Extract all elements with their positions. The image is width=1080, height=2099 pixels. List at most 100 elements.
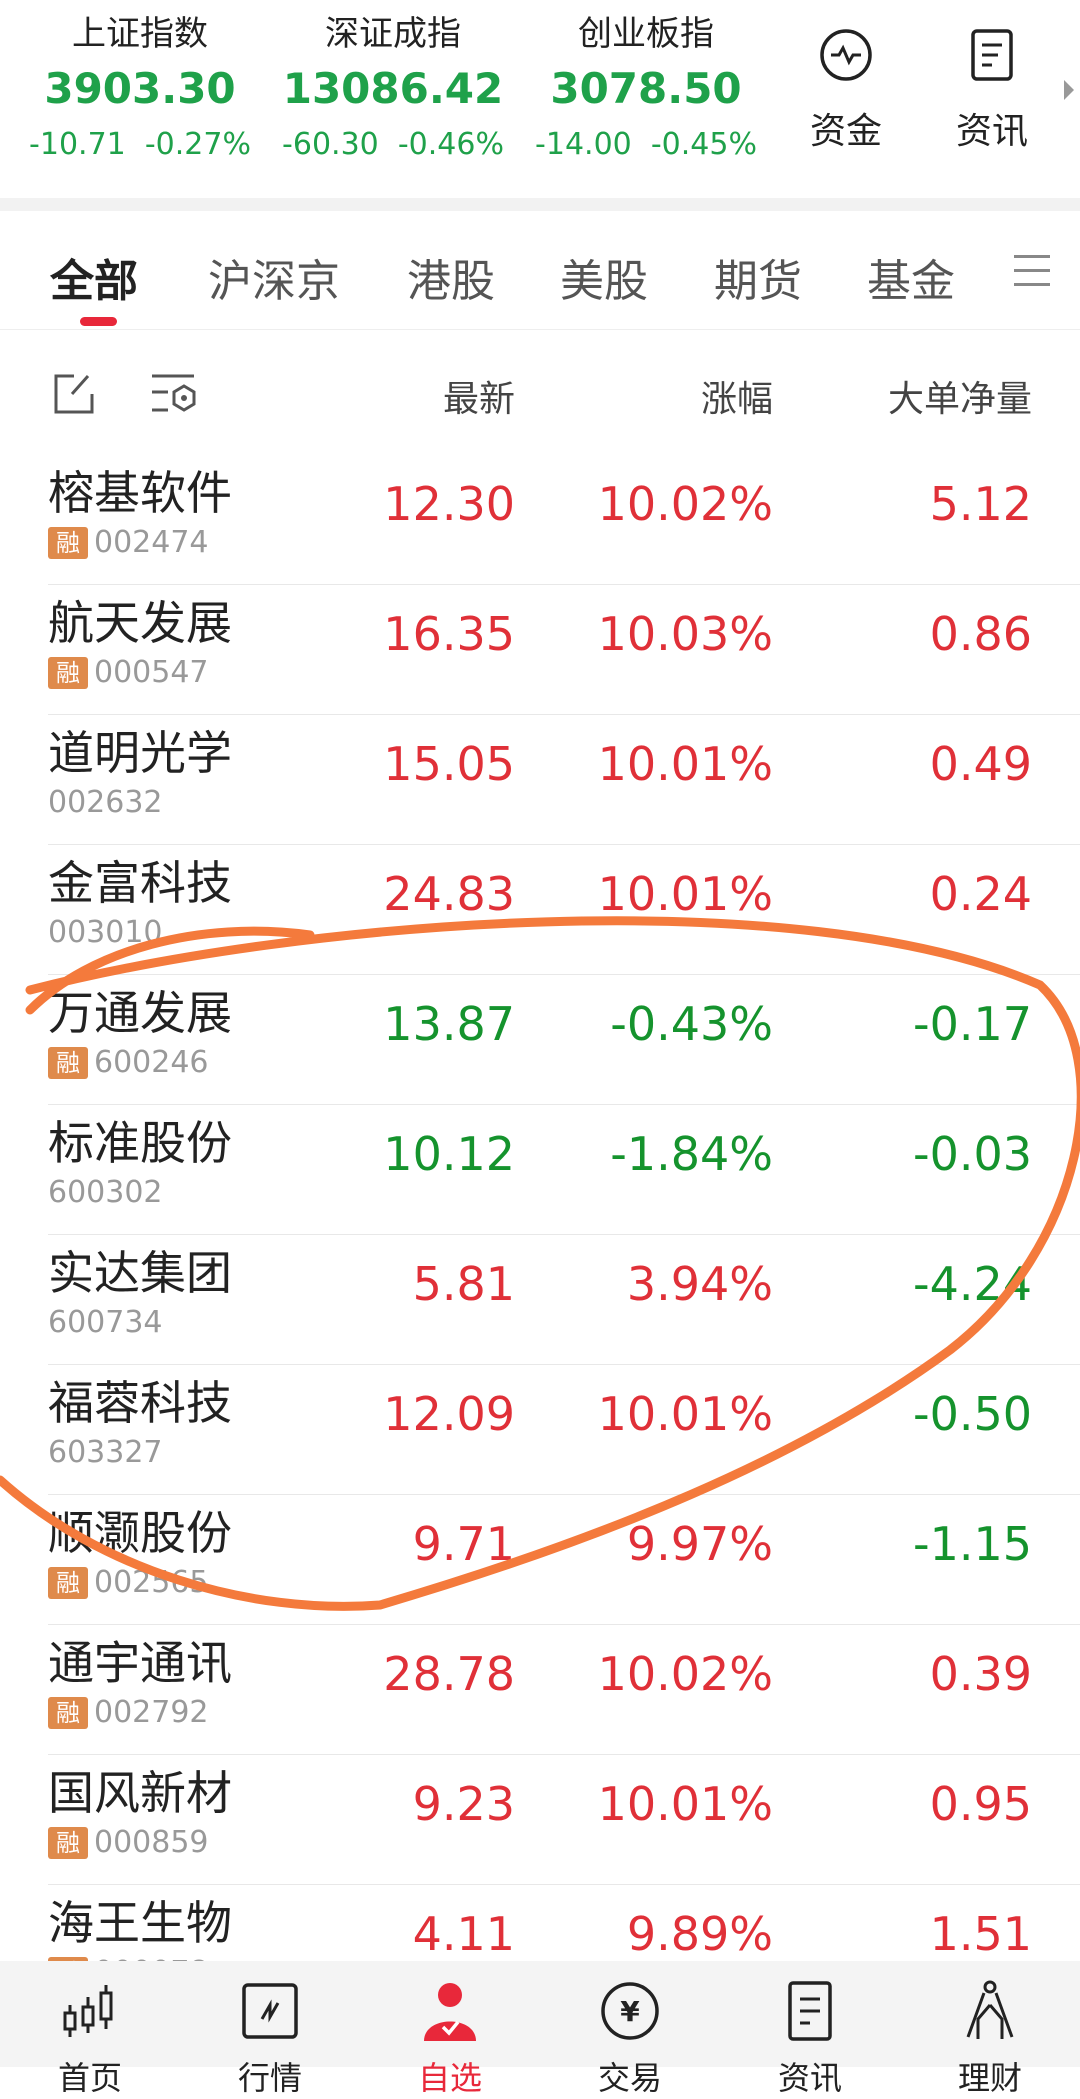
latest-price: 12.09 (383, 1387, 515, 1441)
change-percent: -0.43% (610, 997, 773, 1051)
change-percent: 10.02% (597, 477, 773, 531)
latest-price: 9.23 (412, 1777, 515, 1831)
stock-row[interactable]: 国风新材 融 000859 9.23 10.01% 0.95 (0, 1755, 1080, 1885)
stock-code: 000859 (94, 1825, 209, 1860)
bottom-nav: 首页 行情 自选 ¥ 交易 资讯 理财 (0, 1961, 1080, 2097)
margin-badge: 融 (48, 1046, 88, 1079)
stock-name: 实达集团 (48, 1246, 232, 1300)
news-button[interactable]: 资讯 (942, 28, 1042, 154)
money-bag-icon (966, 1980, 1014, 2039)
svg-text:¥: ¥ (620, 1995, 640, 2028)
nav-item-0[interactable]: 首页 (30, 1979, 150, 2099)
tab-futures[interactable]: 期货 (714, 256, 802, 307)
stock-row[interactable]: 福蓉科技 603327 12.09 10.01% -0.50 (0, 1365, 1080, 1495)
big-order-net: 1.51 (929, 1907, 1032, 1961)
tab-hk[interactable]: 港股 (407, 256, 495, 307)
stock-row[interactable]: 顺灏股份 融 002565 9.71 9.97% -1.15 (0, 1495, 1080, 1625)
nav-label: 交易 (597, 2059, 662, 2097)
stock-name: 标准股份 (48, 1116, 232, 1170)
column-change[interactable]: 涨幅 (700, 379, 773, 420)
tab-all[interactable]: 全部 (50, 256, 138, 307)
stock-row[interactable]: 金富科技 003010 24.83 10.01% 0.24 (0, 845, 1080, 975)
change-percent: 10.01% (597, 1777, 773, 1831)
big-order-net: -0.03 (912, 1127, 1032, 1181)
margin-badge: 融 (48, 1566, 88, 1599)
tab-us[interactable]: 美股 (560, 256, 648, 307)
column-big-order[interactable]: 大单净量 (887, 379, 1032, 420)
scroll-right-icon[interactable] (1064, 80, 1074, 100)
row-divider (48, 1754, 1080, 1755)
stock-row[interactable]: 实达集团 600734 5.81 3.94% -4.24 (0, 1235, 1080, 1365)
stock-code: 603327 (48, 1435, 163, 1470)
stock-code: 002792 (94, 1695, 209, 1730)
user-check-icon (424, 1983, 476, 2041)
nav-label: 首页 (57, 2059, 122, 2097)
change-percent: 10.01% (597, 737, 773, 791)
stock-row[interactable]: 道明光学 002632 15.05 10.01% 0.49 (0, 715, 1080, 845)
stock-name: 海王生物 (48, 1896, 232, 1950)
margin-badge: 融 (48, 656, 88, 689)
nav-item-3[interactable]: ¥ 交易 (570, 1979, 690, 2099)
nav-item-4[interactable]: 资讯 (750, 1979, 870, 2099)
index-shanghai[interactable]: 上证指数 3903.30 -10.71 -0.27% (29, 14, 251, 162)
stock-row[interactable]: 航天发展 融 000547 16.35 10.03% 0.86 (0, 585, 1080, 715)
latest-price: 24.83 (383, 867, 515, 921)
stock-code: 002474 (94, 525, 209, 560)
change-percent: 9.97% (626, 1517, 773, 1571)
latest-price: 10.12 (383, 1127, 515, 1181)
stock-code: 000547 (94, 655, 209, 690)
change-percent: 10.03% (597, 607, 773, 661)
column-latest[interactable]: 最新 (442, 379, 515, 420)
edit-icon[interactable] (52, 372, 96, 416)
change-percent: 10.01% (597, 1387, 773, 1441)
latest-price: 15.05 (383, 737, 515, 791)
nav-label: 自选 (417, 2059, 482, 2097)
document-icon (971, 29, 1013, 81)
row-divider (48, 844, 1080, 845)
latest-price: 5.81 (412, 1257, 515, 1311)
stock-name: 顺灏股份 (48, 1506, 232, 1560)
row-divider (48, 1624, 1080, 1625)
stock-name: 航天发展 (48, 596, 232, 650)
change-percent: 10.02% (597, 1647, 773, 1701)
stock-row[interactable]: 万通发展 融 600246 13.87 -0.43% -0.17 (0, 975, 1080, 1105)
stock-row[interactable]: 标准股份 600302 10.12 -1.84% -0.03 (0, 1105, 1080, 1235)
stock-code: 600734 (48, 1305, 163, 1340)
margin-badge: 融 (48, 526, 88, 559)
nav-label: 行情 (237, 2059, 302, 2097)
row-divider (48, 714, 1080, 715)
tab-funds[interactable]: 基金 (867, 256, 955, 307)
column-header: 最新 涨幅 大单净量 (0, 330, 1080, 455)
nav-item-5[interactable]: 理财 (930, 1979, 1050, 2099)
stock-row[interactable]: 通宇通讯 融 002792 28.78 10.02% 0.39 (0, 1625, 1080, 1755)
big-order-net: 0.95 (929, 1777, 1032, 1831)
latest-price: 28.78 (383, 1647, 515, 1701)
candlestick-icon (63, 1985, 113, 2037)
big-order-net: -0.17 (912, 997, 1032, 1051)
latest-price: 16.35 (383, 607, 515, 661)
menu-icon[interactable] (1014, 255, 1050, 297)
settings-list-icon[interactable] (150, 372, 200, 416)
big-order-net: 0.86 (929, 607, 1032, 661)
funds-button[interactable]: 资金 (796, 28, 896, 154)
stock-name: 金富科技 (48, 856, 232, 910)
nav-item-2[interactable]: 自选 (390, 1979, 510, 2099)
index-shenzhen[interactable]: 深证成指 13086.42 -60.30 -0.46% (282, 14, 504, 162)
nav-item-1[interactable]: 行情 (210, 1979, 330, 2099)
big-order-net: 5.12 (929, 477, 1032, 531)
big-order-net: -0.50 (912, 1387, 1032, 1441)
latest-price: 13.87 (383, 997, 515, 1051)
change-percent: -1.84% (610, 1127, 773, 1181)
latest-price: 12.30 (383, 477, 515, 531)
stock-name: 国风新材 (48, 1766, 232, 1820)
yen-circle-icon: ¥ (601, 1982, 659, 2040)
big-order-net: 0.39 (929, 1647, 1032, 1701)
big-order-net: 0.49 (929, 737, 1032, 791)
change-percent: 10.01% (597, 867, 773, 921)
divider (0, 198, 1080, 211)
stock-row[interactable]: 榕基软件 融 002474 12.30 10.02% 5.12 (0, 455, 1080, 585)
index-chinext[interactable]: 创业板指 3078.50 -14.00 -0.45% (535, 14, 757, 162)
big-order-net: -4.24 (912, 1257, 1032, 1311)
big-order-net: 0.24 (929, 867, 1032, 921)
tab-a-shares[interactable]: 沪深京 (208, 256, 340, 307)
